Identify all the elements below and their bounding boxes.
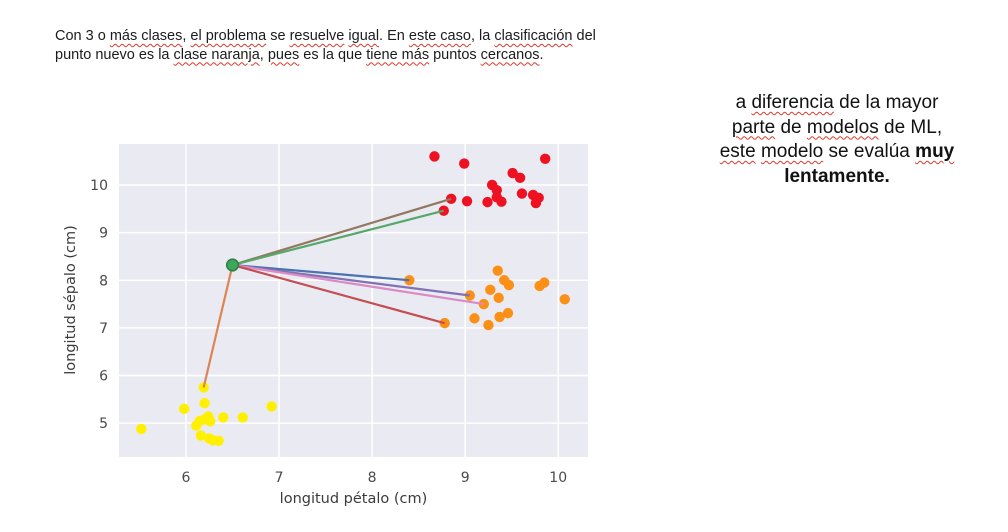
text-segment: se (266, 28, 290, 44)
misspelled-word: más clases (109, 28, 183, 44)
y-tick-label: 9 (99, 226, 108, 242)
side-note-line-1: a diferencia de la mayor (695, 91, 979, 116)
intro-text: Con 3 o más clases, el problema se resue… (55, 27, 705, 64)
scatter-point-orange (502, 307, 514, 319)
knn-scatter-plot: 6 7 8 9 10 5 6 7 8 9 10 longitud pétalo (cm) longitu… (63, 144, 588, 507)
misspelled-word: parte (731, 116, 776, 138)
intro-line-1: Con 3 o más clases, el problema se resue… (55, 27, 705, 46)
misspelled-word: clase naranja (173, 46, 260, 63)
scatter-point-yellow (204, 416, 216, 427)
neighbor-line-orange (232, 263, 445, 325)
scatter-point-red (516, 188, 528, 199)
scatter-point-orange (559, 294, 570, 305)
scatter-point-red (459, 158, 470, 169)
scatter-chart-svg: 6 7 8 9 10 5 6 7 8 9 10 longitud pétalo (cm) longitu… (63, 144, 588, 507)
scatter-point-red (429, 151, 440, 162)
text-segment: de (775, 116, 807, 138)
side-note-line-2: parte de modelos de ML, (695, 116, 979, 141)
scatter-point-red (507, 167, 518, 179)
scatter-point-red (491, 185, 503, 196)
scatter-point-orange (503, 279, 515, 291)
misspelled-word: cercanos (480, 46, 540, 63)
scatter-point-orange (492, 265, 503, 276)
neighbor-line-orange (232, 263, 410, 282)
x-tick-label: 6 (182, 470, 191, 486)
text-segment: a (735, 92, 752, 113)
neighbor-line-red (232, 197, 452, 267)
scatter-point-red (530, 197, 542, 209)
scatter-point-yellow (213, 435, 224, 447)
scatter-point-yellow (199, 397, 210, 409)
neighbor-line-yellow (202, 264, 234, 388)
side-note-line-4: lentamente. (695, 165, 979, 190)
neighbor-line-red (232, 209, 445, 267)
side-note-line-3: este modelo se evalúa muy (695, 140, 979, 165)
misspelled-word: este (719, 141, 756, 162)
text-segment: . En (379, 28, 409, 44)
text-segment: de la mayor (833, 92, 939, 113)
misspelled-word: diferencia (751, 92, 834, 113)
x-tick-label: 10 (549, 470, 567, 486)
text-segment: de ML, (878, 116, 943, 138)
y-tick-label: 6 (99, 369, 108, 385)
text-segment: Con 3 o (55, 28, 110, 44)
misspelled-word: muy (915, 141, 955, 162)
scatter-point-yellow (136, 423, 147, 435)
scatter-point-yellow (218, 412, 229, 423)
scatter-point-orange (494, 311, 505, 323)
misspelled-word: clasificación (494, 28, 573, 44)
scatter-point-red (539, 153, 551, 164)
misspelled-word: el problema (190, 28, 267, 44)
neighbor-line-orange (232, 263, 484, 306)
text-segment: puntos (429, 46, 481, 63)
text-segment: , la (470, 28, 495, 44)
intro-line-2: punto nuevo es la clase naranja, pues es… (55, 46, 705, 65)
y-tick-label: 5 (99, 416, 108, 432)
text-segment: . (539, 46, 544, 63)
scatter-point-yellow (178, 403, 190, 415)
text-segment: lentamente. (784, 165, 890, 187)
y-tick-label: 10 (90, 178, 108, 194)
scatter-point-yellow (237, 412, 248, 423)
misspelled-word: pues (267, 46, 300, 63)
y-axis-title: longitud sépalo (cm) (63, 225, 79, 375)
text-segment: se evalúa (823, 141, 916, 162)
text-segment: , (259, 46, 268, 63)
plot-background (119, 144, 588, 457)
misspelled-word: este caso (408, 28, 471, 44)
scatter-point-yellow (195, 430, 207, 441)
x-tick-label: 9 (461, 470, 470, 486)
x-tick-label: 7 (275, 470, 284, 486)
query-point (225, 258, 240, 272)
scatter-point-orange (539, 277, 550, 288)
misspelled-word: resuelve (289, 28, 345, 44)
x-tick-label: 8 (368, 470, 377, 486)
misspelled-word: modelos (806, 116, 879, 138)
scatter-point-red (482, 196, 493, 208)
misspelled-word: modelo (760, 141, 824, 162)
scatter-point-orange (469, 313, 480, 324)
misspelled-word: igual (348, 28, 380, 44)
x-axis-title: longitud pétalo (cm) (280, 491, 428, 507)
scatter-point-orange (483, 319, 494, 331)
scatter-point-orange (485, 284, 496, 295)
text-segment: punto nuevo es la (55, 46, 174, 63)
y-tick-label: 8 (99, 273, 108, 289)
scatter-point-orange (493, 292, 504, 304)
scatter-point-red (514, 172, 526, 184)
y-tick-label: 7 (99, 321, 108, 337)
text-segment: , (182, 28, 191, 44)
text-segment: del (572, 28, 596, 44)
scatter-point-red (461, 195, 473, 207)
text-segment: es la que (299, 46, 367, 63)
misspelled-word: tiene más (366, 46, 430, 63)
side-note-text: a diferencia de la mayor parte de modelo… (695, 91, 979, 189)
scatter-point-red (496, 196, 507, 207)
scatter-point-yellow (266, 401, 277, 412)
